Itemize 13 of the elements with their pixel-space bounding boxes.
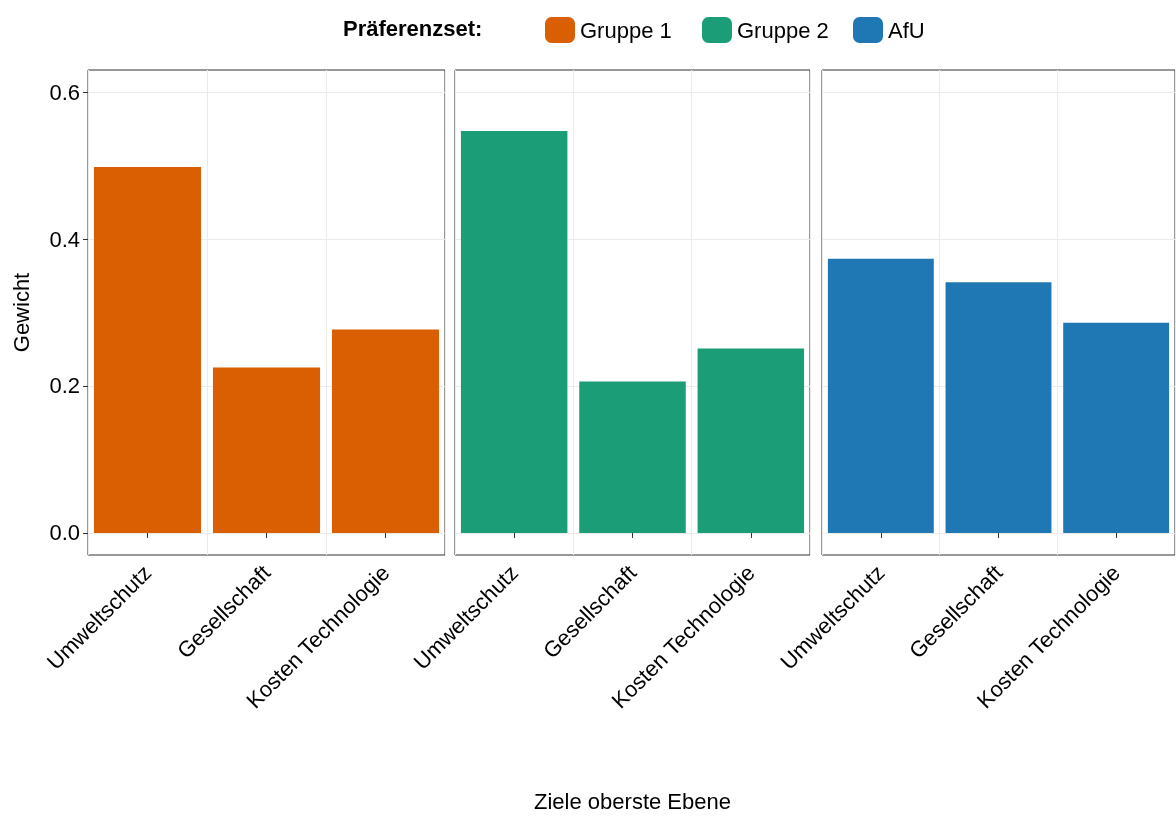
y-tick-label: 0.0	[49, 520, 80, 546]
y-axis-title: Gewicht	[8, 272, 34, 353]
bar	[93, 167, 202, 533]
bar	[331, 329, 440, 533]
y-tick-label: 0.4	[49, 226, 80, 252]
x-axis-title: Ziele oberste Ebene	[534, 788, 731, 814]
legend-label: Gruppe 2	[737, 17, 829, 43]
legend-label: Gruppe 1	[580, 17, 672, 43]
y-tick-label: 0.6	[49, 79, 80, 105]
legend-title: Präferenzset:	[343, 15, 483, 41]
bar	[212, 367, 321, 533]
legend-label: AfU	[888, 17, 925, 43]
y-tick-label: 0.2	[49, 373, 80, 399]
